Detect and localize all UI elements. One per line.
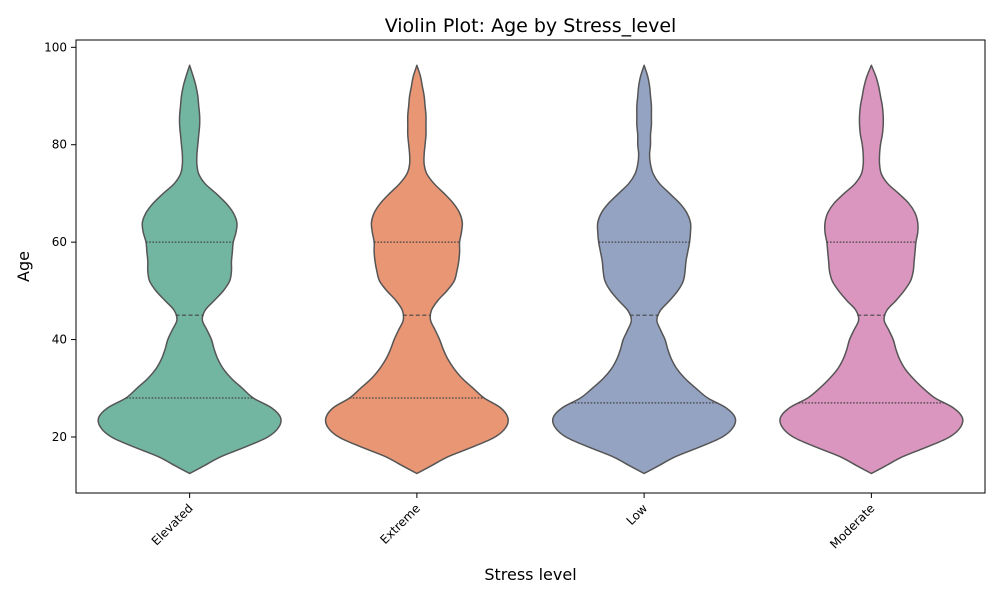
x-tick-label-moderate: Moderate xyxy=(827,501,877,551)
violin-body-low xyxy=(551,64,737,475)
plot-frame xyxy=(75,39,986,494)
y-axis-title: Age xyxy=(14,251,33,282)
violin-body-elevated xyxy=(97,64,282,475)
x-tick-label-extreme: Extreme xyxy=(377,501,423,547)
x-axis: Elevated Extreme Low Moderate xyxy=(149,493,877,551)
y-tick-label: 80 xyxy=(52,138,67,152)
x-axis-title: Stress level xyxy=(484,565,576,584)
violin-body-extreme xyxy=(324,64,509,475)
chart-title: Violin Plot: Age by Stress_level xyxy=(385,15,677,37)
violin-group xyxy=(97,64,964,475)
y-tick-label: 40 xyxy=(52,333,67,347)
x-tick-label-low: Low xyxy=(624,501,651,528)
y-tick-label: 60 xyxy=(52,235,67,249)
y-tick-label: 20 xyxy=(52,430,67,444)
violin-body-moderate xyxy=(779,64,964,475)
y-axis: 20 40 60 80 100 xyxy=(44,40,76,444)
x-tick-label-elevated: Elevated xyxy=(149,501,196,548)
y-tick-label: 100 xyxy=(44,40,67,54)
